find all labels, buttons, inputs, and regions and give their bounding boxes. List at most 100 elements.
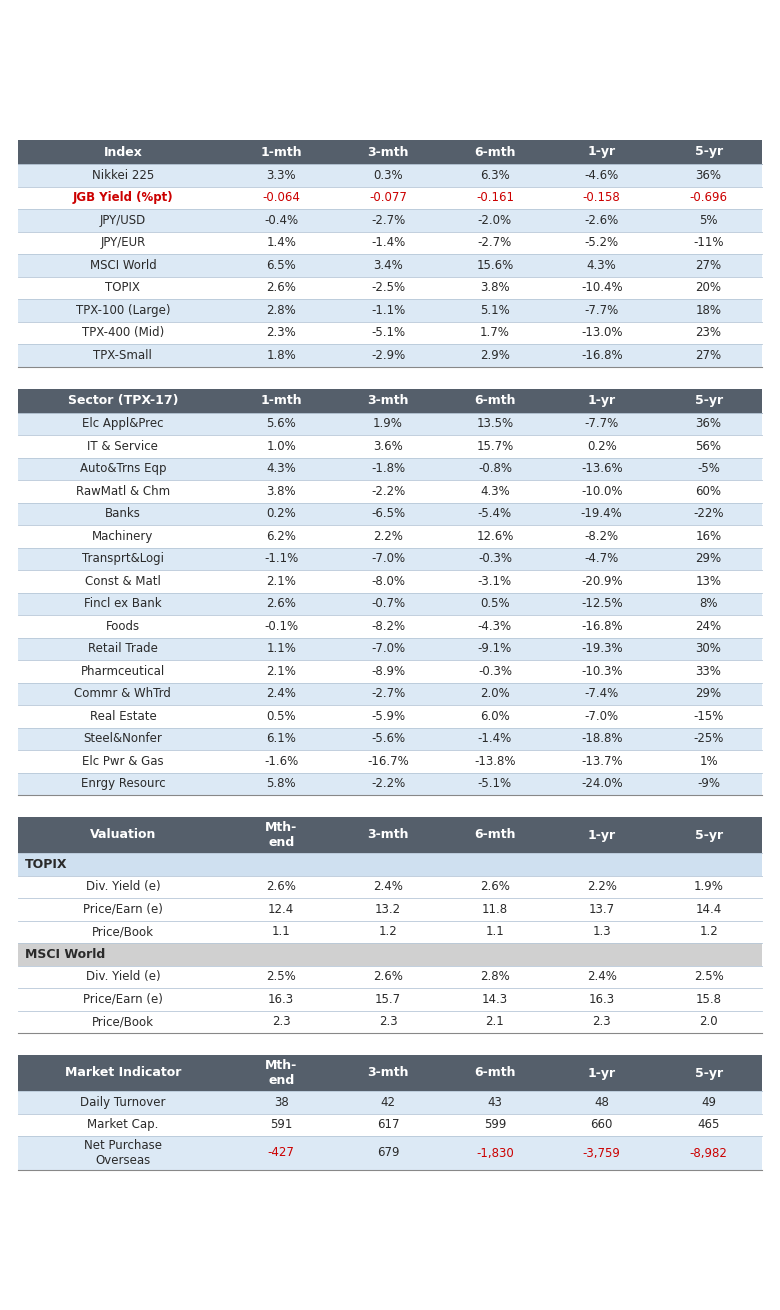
Text: -2.7%: -2.7% bbox=[371, 214, 405, 227]
Text: 18%: 18% bbox=[696, 304, 722, 317]
Text: 2.3: 2.3 bbox=[593, 1015, 611, 1028]
Text: -5.1%: -5.1% bbox=[371, 326, 405, 339]
Text: 5.8%: 5.8% bbox=[267, 777, 296, 790]
Text: JPY/EUR: JPY/EUR bbox=[101, 236, 146, 249]
Text: TOPIX: TOPIX bbox=[105, 282, 140, 295]
Text: -7.7%: -7.7% bbox=[585, 418, 619, 430]
Text: 6.1%: 6.1% bbox=[266, 732, 296, 745]
Text: 5%: 5% bbox=[700, 214, 718, 227]
Text: Banks: Banks bbox=[105, 507, 141, 520]
Bar bbox=[18, 705, 762, 727]
Text: 1-yr: 1-yr bbox=[587, 394, 615, 407]
Text: -2.6%: -2.6% bbox=[585, 214, 619, 227]
Text: 1-yr: 1-yr bbox=[587, 145, 615, 159]
Text: Price/Earn (e): Price/Earn (e) bbox=[83, 993, 163, 1006]
Text: 14.4: 14.4 bbox=[696, 903, 722, 916]
Text: 6-mth: 6-mth bbox=[474, 828, 516, 841]
Text: 1-yr: 1-yr bbox=[587, 828, 615, 841]
Text: Pharmceutical: Pharmceutical bbox=[81, 664, 165, 677]
Text: 3-mth: 3-mth bbox=[367, 828, 409, 841]
Bar bbox=[18, 817, 762, 853]
Text: -20.9%: -20.9% bbox=[581, 575, 622, 588]
Text: 0.3%: 0.3% bbox=[374, 169, 403, 182]
Text: 16%: 16% bbox=[696, 529, 722, 542]
Text: Daily Turnover: Daily Turnover bbox=[80, 1095, 165, 1108]
Text: -3.1%: -3.1% bbox=[478, 575, 512, 588]
Text: 0.5%: 0.5% bbox=[267, 710, 296, 723]
Text: 1.3: 1.3 bbox=[593, 925, 611, 938]
Text: 1.1: 1.1 bbox=[485, 925, 505, 938]
Text: 27%: 27% bbox=[696, 348, 722, 362]
Bar bbox=[18, 254, 762, 276]
Text: 14.3: 14.3 bbox=[482, 993, 508, 1006]
Text: -0.7%: -0.7% bbox=[371, 597, 405, 610]
Text: -0.077: -0.077 bbox=[369, 191, 407, 204]
Text: 49: 49 bbox=[701, 1095, 716, 1108]
Text: Market Indicator: Market Indicator bbox=[65, 1066, 181, 1079]
Text: -7.0%: -7.0% bbox=[371, 642, 405, 655]
Text: Net Purchase
Overseas: Net Purchase Overseas bbox=[84, 1138, 162, 1167]
Text: 23%: 23% bbox=[696, 326, 722, 339]
Text: Sector (TPX-17): Sector (TPX-17) bbox=[68, 394, 178, 407]
Text: 2.5%: 2.5% bbox=[693, 971, 724, 984]
Text: 1-mth: 1-mth bbox=[261, 145, 302, 159]
Text: 3.8%: 3.8% bbox=[267, 485, 296, 498]
Text: 16.3: 16.3 bbox=[268, 993, 294, 1006]
Text: 1.9%: 1.9% bbox=[373, 418, 403, 430]
Bar bbox=[18, 1136, 762, 1170]
Text: -0.158: -0.158 bbox=[583, 191, 621, 204]
Text: JGB Yield (%pt): JGB Yield (%pt) bbox=[73, 191, 173, 204]
Bar bbox=[18, 773, 762, 795]
Text: 8%: 8% bbox=[700, 597, 718, 610]
Text: 3-mth: 3-mth bbox=[367, 145, 409, 159]
Text: 2.6%: 2.6% bbox=[266, 282, 296, 295]
Text: -5.4%: -5.4% bbox=[478, 507, 512, 520]
Text: -1.4%: -1.4% bbox=[478, 732, 512, 745]
Text: 617: 617 bbox=[377, 1119, 399, 1132]
Bar bbox=[18, 943, 762, 965]
Text: 0.2%: 0.2% bbox=[266, 507, 296, 520]
Text: 5-yr: 5-yr bbox=[694, 145, 722, 159]
Text: TPX-100 (Large): TPX-100 (Large) bbox=[76, 304, 170, 317]
Text: TPX-Small: TPX-Small bbox=[94, 348, 152, 362]
Text: -0.161: -0.161 bbox=[476, 191, 514, 204]
Bar bbox=[18, 479, 762, 503]
Bar bbox=[18, 525, 762, 548]
Text: -2.9%: -2.9% bbox=[371, 348, 405, 362]
Text: 2.1: 2.1 bbox=[485, 1015, 505, 1028]
Text: 29%: 29% bbox=[696, 553, 722, 565]
Text: 599: 599 bbox=[484, 1119, 506, 1132]
Text: 1-mth: 1-mth bbox=[261, 394, 302, 407]
Text: Steel&Nonfer: Steel&Nonfer bbox=[83, 732, 162, 745]
Text: 1.0%: 1.0% bbox=[266, 440, 296, 453]
Text: Machinery: Machinery bbox=[92, 529, 154, 542]
Bar bbox=[18, 186, 762, 210]
Text: 11.8: 11.8 bbox=[482, 903, 508, 916]
Bar bbox=[18, 921, 762, 943]
Text: -5.1%: -5.1% bbox=[478, 777, 512, 790]
Text: 2.2%: 2.2% bbox=[587, 880, 617, 893]
Text: -0.3%: -0.3% bbox=[478, 553, 512, 565]
Text: Retail Trade: Retail Trade bbox=[88, 642, 158, 655]
Text: 56%: 56% bbox=[696, 440, 722, 453]
Text: 1.9%: 1.9% bbox=[693, 880, 724, 893]
Text: 2.4%: 2.4% bbox=[373, 880, 403, 893]
Text: 36%: 36% bbox=[696, 418, 722, 430]
Text: -8.9%: -8.9% bbox=[371, 664, 405, 677]
Text: -0.1%: -0.1% bbox=[264, 620, 298, 633]
Text: -2.5%: -2.5% bbox=[371, 282, 405, 295]
Text: 2.8%: 2.8% bbox=[266, 304, 296, 317]
Bar bbox=[18, 345, 762, 367]
Text: 2.4%: 2.4% bbox=[587, 971, 617, 984]
Text: -16.8%: -16.8% bbox=[581, 620, 622, 633]
Text: 42: 42 bbox=[381, 1095, 395, 1108]
Text: -12.5%: -12.5% bbox=[581, 597, 622, 610]
Text: 660: 660 bbox=[590, 1119, 613, 1132]
Text: -7.0%: -7.0% bbox=[371, 553, 405, 565]
Bar bbox=[18, 276, 762, 299]
Text: -13.8%: -13.8% bbox=[474, 755, 516, 768]
Bar bbox=[18, 548, 762, 570]
Text: 6-mth: 6-mth bbox=[474, 394, 516, 407]
Bar bbox=[18, 413, 762, 435]
Bar bbox=[18, 435, 762, 457]
